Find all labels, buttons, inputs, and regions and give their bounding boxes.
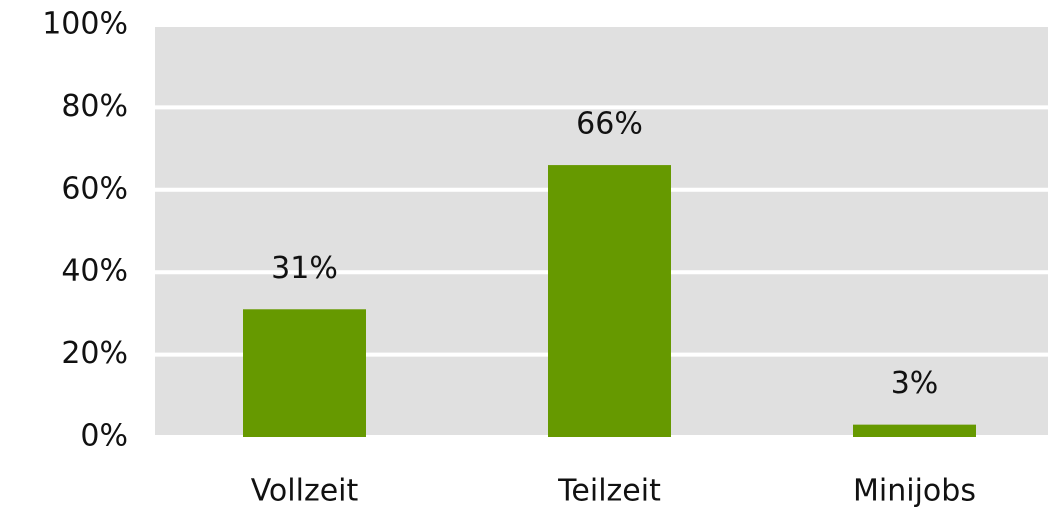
x-tick-label: Teilzeit bbox=[557, 474, 661, 509]
y-tick-label: 80% bbox=[61, 89, 128, 124]
y-tick-label: 40% bbox=[61, 254, 128, 289]
y-tick-label: 20% bbox=[61, 336, 128, 371]
y-tick-label: 60% bbox=[61, 171, 128, 206]
y-tick-label: 0% bbox=[80, 419, 128, 454]
bar bbox=[853, 424, 976, 437]
bar bbox=[548, 165, 671, 437]
y-tick-label: 100% bbox=[42, 7, 128, 42]
x-tick-label: Minijobs bbox=[853, 474, 976, 509]
value-label: 66% bbox=[576, 107, 643, 142]
value-label: 31% bbox=[271, 251, 338, 286]
bar bbox=[243, 309, 366, 437]
value-label: 3% bbox=[891, 366, 939, 401]
x-tick-label: Vollzeit bbox=[251, 474, 359, 509]
